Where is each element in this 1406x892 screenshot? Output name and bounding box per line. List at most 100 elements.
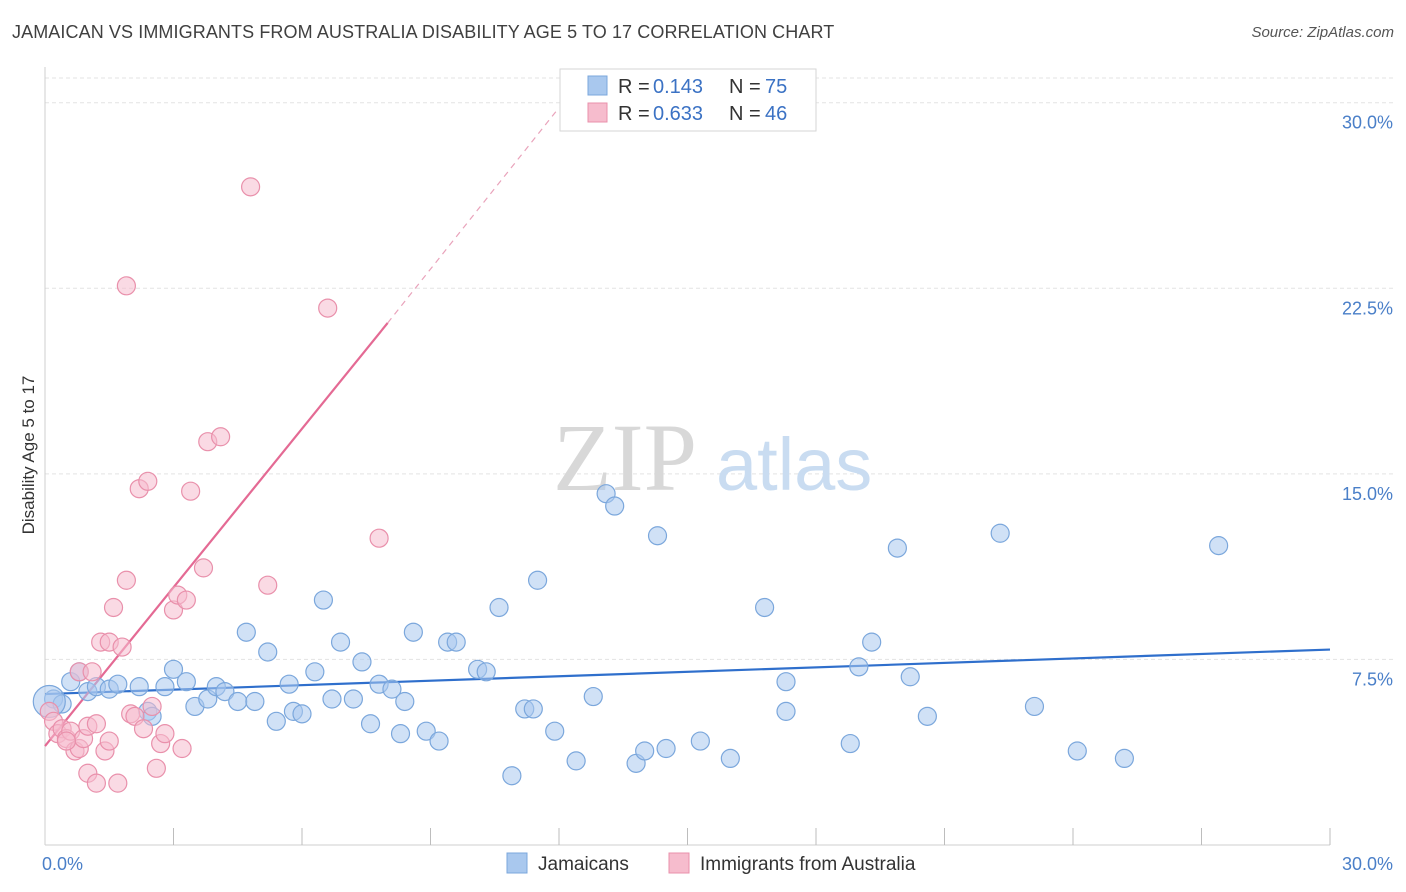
point-jamaicans-30: [343, 689, 363, 709]
point-jamaicans-26: [305, 662, 325, 682]
point-jamaicans-51: [583, 686, 603, 707]
point-jamaicans-67: [900, 667, 920, 687]
legend-r-value-1: 0.143: [653, 76, 703, 98]
point-jamaicans-11: [155, 677, 175, 697]
point-jamaicans-45: [502, 766, 522, 786]
y-tick-label-3: 30.0%: [1342, 113, 1393, 133]
point-jamaicans-57: [656, 738, 676, 759]
point-jamaicans-55: [635, 741, 655, 761]
point-jamaicans-8: [129, 677, 149, 697]
point-jamaicans-61: [776, 672, 796, 692]
point-australia-19: [103, 597, 124, 618]
point-australia-17: [99, 731, 119, 751]
watermark-atlas: atlas: [716, 423, 872, 506]
trend-line-jamaicans: [44, 648, 1331, 696]
point-jamaicans-65: [862, 632, 882, 652]
point-australia-38: [193, 558, 214, 578]
point-jamaicans-41: [446, 632, 466, 652]
watermark: ZIP atlas: [553, 404, 872, 511]
point-jamaicans-62: [776, 701, 796, 721]
point-jamaicans-34: [382, 679, 402, 699]
bottom-legend-label-jamaicans: Jamaicans: [538, 854, 629, 875]
point-australia-14: [86, 773, 107, 793]
point-australia-44: [369, 528, 389, 548]
point-australia-32: [155, 724, 175, 744]
bottom-legend-label-australia: Immigrants from Australia: [700, 854, 916, 875]
point-jamaicans-56: [647, 526, 668, 546]
point-australia-28: [138, 471, 158, 491]
point-jamaicans-43: [476, 662, 496, 682]
point-jamaicans-49: [545, 721, 565, 741]
legend-n-label-1: N =: [729, 76, 761, 98]
point-australia-42: [258, 575, 278, 595]
point-jamaicans-70: [1024, 696, 1045, 717]
point-jamaicans-12: [163, 659, 184, 679]
legend-r-label-1: R =: [618, 76, 650, 98]
point-jamaicans-29: [330, 632, 351, 652]
y-tick-label-1: 15.0%: [1342, 484, 1393, 504]
point-jamaicans-28: [322, 689, 342, 709]
point-jamaicans-19: [236, 622, 256, 642]
x-tick-label-0: 0.0%: [42, 854, 83, 874]
point-jamaicans-69: [990, 523, 1010, 543]
bottom-legend: Jamaicans Immigrants from Australia: [506, 852, 916, 875]
point-australia-29: [142, 696, 162, 717]
gridlines: [45, 77, 1393, 660]
point-jamaicans-35: [390, 724, 411, 744]
point-australia-27: [133, 719, 154, 739]
y-tick-labels: 7.5% 15.0% 22.5% 30.0%: [1342, 113, 1393, 690]
point-jamaicans-22: [266, 711, 286, 731]
point-jamaicans-68: [917, 706, 937, 726]
point-jamaicans-44: [489, 597, 509, 618]
legend-n-value-2: 46: [765, 103, 787, 125]
legend-n-label-2: N =: [729, 103, 761, 125]
point-jamaicans-18: [228, 691, 248, 712]
point-australia-13: [86, 714, 107, 734]
point-jamaicans-7: [108, 674, 128, 694]
point-australia-20: [108, 773, 128, 793]
chart-title: JAMAICAN VS IMMIGRANTS FROM AUSTRALIA DI…: [12, 22, 835, 42]
point-jamaicans-39: [429, 731, 449, 751]
legend-r-value-2: 0.633: [653, 103, 703, 125]
point-jamaicans-63: [840, 733, 860, 754]
bottom-legend-swatch-jamaicans: [506, 852, 528, 874]
legend-r-label-2: R =: [618, 103, 650, 125]
point-jamaicans-21: [258, 642, 278, 662]
point-jamaicans-64: [849, 657, 869, 677]
point-australia-22: [116, 570, 136, 590]
point-jamaicans-53: [605, 496, 625, 516]
point-jamaicans-73: [1209, 536, 1229, 556]
point-jamaicans-23: [279, 674, 299, 694]
point-australia-37: [181, 481, 201, 501]
point-jamaicans-27: [313, 590, 334, 610]
point-jamaicans-37: [403, 622, 423, 642]
point-jamaicans-48: [527, 570, 548, 590]
legend-n-value-1: 75: [765, 76, 787, 98]
legend-swatch-australia: [587, 102, 608, 123]
point-jamaicans-13: [176, 672, 196, 692]
point-australia-40: [211, 427, 231, 447]
point-jamaicans-47: [523, 699, 543, 719]
point-jamaicans-50: [566, 751, 586, 771]
bottom-legend-swatch-australia: [668, 852, 690, 874]
series-points: [32, 177, 1229, 793]
point-jamaicans-38: [416, 721, 436, 741]
point-australia-41: [241, 177, 261, 197]
point-jamaicans-32: [360, 714, 381, 734]
point-jamaicans-72: [1114, 748, 1135, 769]
point-australia-45: [56, 731, 77, 751]
watermark-zip: ZIP: [553, 404, 697, 511]
point-australia-35: [172, 738, 192, 759]
y-tick-label-2: 22.5%: [1342, 298, 1393, 318]
point-australia-21: [112, 637, 132, 657]
point-australia-36: [176, 590, 196, 610]
point-jamaicans-71: [1067, 741, 1087, 761]
point-jamaicans-59: [720, 748, 740, 769]
point-jamaicans-66: [887, 538, 907, 558]
trend-lines: [44, 107, 1331, 747]
legend-swatch-jamaicans: [587, 75, 608, 96]
point-australia-30: [146, 758, 166, 778]
top-legend: R = 0.143 N = 75 R = 0.633 N = 46: [559, 68, 817, 132]
source-label: Source: ZipAtlas.com: [1251, 24, 1394, 41]
